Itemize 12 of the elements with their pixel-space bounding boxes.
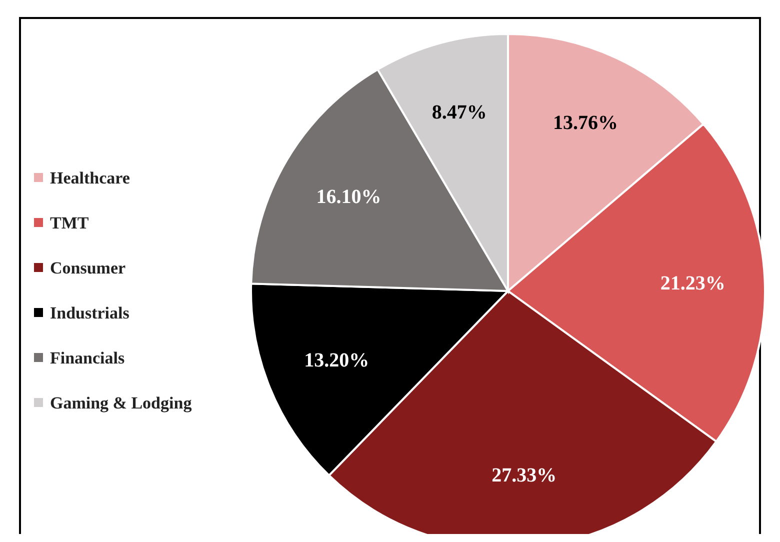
legend-label: Financials bbox=[50, 348, 126, 368]
legend-label: Gaming & Lodging bbox=[50, 394, 192, 412]
data-label: 27.33% bbox=[492, 464, 557, 486]
legend-label: Healthcare bbox=[50, 168, 130, 188]
legend-label: Industrials bbox=[50, 304, 130, 322]
data-label: 16.10% bbox=[316, 186, 382, 208]
legend-label: Consumer bbox=[50, 258, 126, 278]
data-label: 13.20% bbox=[304, 350, 370, 372]
legend-label: TMT bbox=[50, 214, 90, 232]
data-label: 13.76% bbox=[552, 112, 618, 134]
data-label: 8.47% bbox=[432, 101, 487, 124]
data-label: 21.23% bbox=[660, 272, 726, 294]
